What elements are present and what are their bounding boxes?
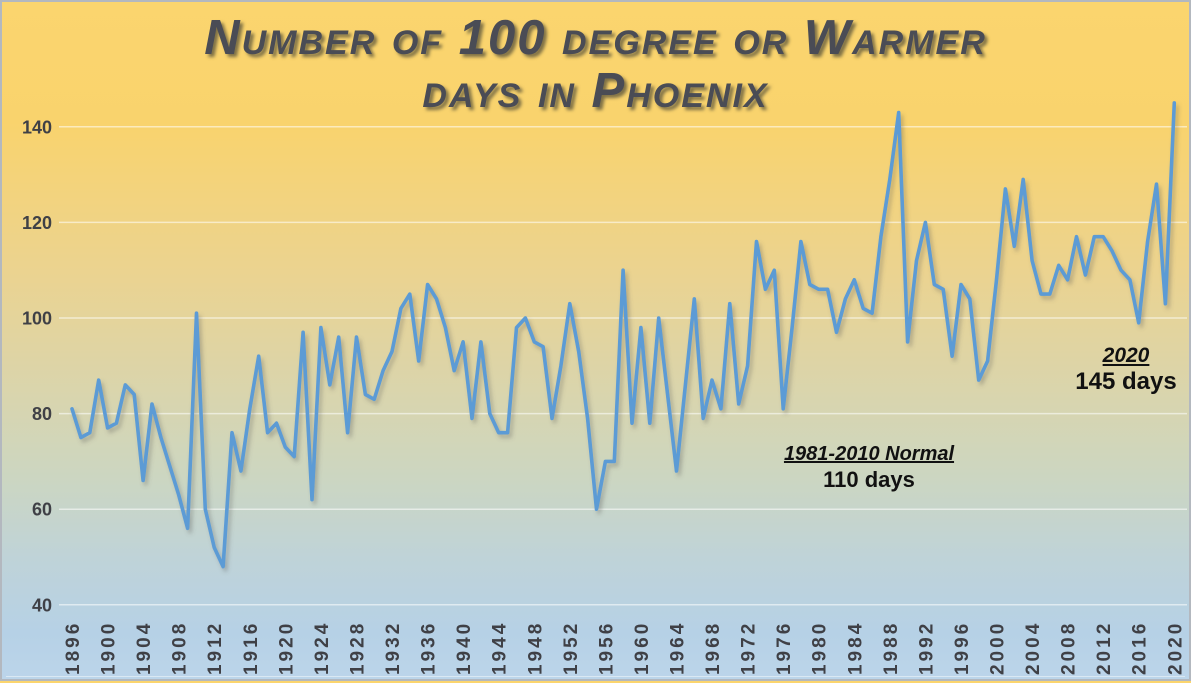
record-2020-annotation: 2020 145 days — [1062, 344, 1190, 395]
x-axis-label-1944: 1944 — [490, 621, 511, 675]
x-axis-label-1968: 1968 — [703, 621, 724, 675]
y-axis-label-60: 60 — [32, 500, 52, 520]
x-axis-label-1972: 1972 — [739, 621, 760, 675]
x-axis-label-1900: 1900 — [99, 621, 120, 675]
x-axis-label-1908: 1908 — [170, 621, 191, 675]
y-axis-label-80: 80 — [32, 404, 52, 424]
y-axis: 40 60 80 100 120 140 — [22, 117, 52, 615]
chart-title: Number of 100 degree or Warmer days in P… — [2, 12, 1189, 118]
x-axis-label-1984: 1984 — [845, 621, 866, 675]
x-axis-label-1980: 1980 — [810, 621, 831, 675]
x-axis-label-1988: 1988 — [881, 621, 902, 675]
y-axis-label-100: 100 — [22, 309, 52, 329]
record-annotation-title: 2020 — [1102, 344, 1150, 367]
x-axis-label-1920: 1920 — [276, 621, 297, 675]
y-axis-label-40: 40 — [32, 595, 52, 615]
x-axis-label-1916: 1916 — [241, 621, 262, 675]
x-axis-label-2004: 2004 — [1023, 621, 1044, 675]
gridlines — [59, 126, 1187, 606]
x-axis-label-1904: 1904 — [134, 621, 155, 675]
x-axis-label-1992: 1992 — [916, 621, 937, 675]
x-axis-label-1940: 1940 — [454, 621, 475, 675]
x-axis-label-2000: 2000 — [988, 621, 1009, 675]
axis-strip-divider — [6, 676, 1185, 677]
chart-title-line1: Number of 100 degree or Warmer — [204, 11, 987, 65]
x-axis: 1896 1900 1904 1908 1912 1916 1920 1924 1928 1932… — [63, 621, 1186, 675]
x-axis-label-1924: 1924 — [312, 621, 333, 675]
x-axis-label-2008: 2008 — [1059, 621, 1080, 675]
x-axis-label-1952: 1952 — [561, 621, 582, 675]
x-axis-label-2020: 2020 — [1165, 621, 1186, 675]
y-axis-label-140: 140 — [22, 117, 52, 137]
normal-annotation-value: 110 days — [823, 467, 915, 492]
x-axis-label-1936: 1936 — [419, 621, 440, 675]
normal-annotation-title: 1981-2010 Normal — [783, 443, 955, 465]
x-axis-label-1928: 1928 — [347, 621, 368, 675]
x-axis-label-1932: 1932 — [383, 621, 404, 675]
x-axis-label-1964: 1964 — [667, 621, 688, 675]
normal-annotation: 1981-2010 Normal 110 days — [744, 442, 994, 493]
x-axis-label-2012: 2012 — [1094, 621, 1115, 675]
x-axis-label-1976: 1976 — [774, 621, 795, 675]
x-axis-label-1960: 1960 — [632, 621, 653, 675]
y-axis-label-120: 120 — [22, 213, 52, 233]
x-axis-label-1956: 1956 — [596, 621, 617, 675]
x-axis-label-2016: 2016 — [1130, 621, 1151, 675]
chart-title-line2: days in Phoenix — [422, 64, 769, 118]
x-axis-label-1996: 1996 — [952, 621, 973, 675]
record-annotation-value: 145 days — [1075, 368, 1177, 395]
x-axis-label-1948: 1948 — [525, 621, 546, 675]
temperature-days-series-line — [70, 101, 1177, 569]
x-axis-label-1912: 1912 — [205, 621, 226, 675]
x-axis-label-1896: 1896 — [63, 621, 84, 675]
